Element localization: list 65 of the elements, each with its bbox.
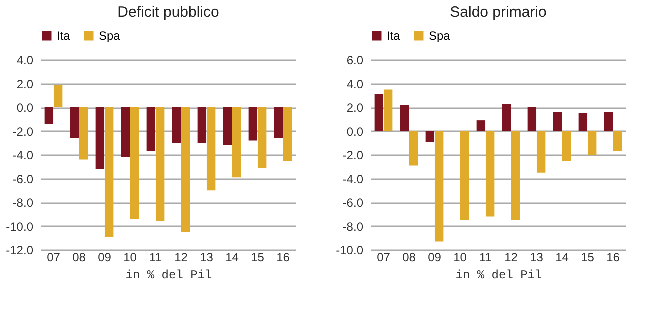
bar: [409, 131, 418, 166]
y-tick-label: -10.0: [336, 244, 364, 258]
x-tick-label: 08: [402, 250, 416, 264]
x-tick-label: 13: [530, 250, 544, 264]
legend-label: Ita: [57, 29, 71, 43]
x-tick-label: 13: [200, 250, 214, 264]
y-tick-label: -6.0: [12, 172, 34, 186]
legend-label: Spa: [99, 29, 121, 43]
bar: [486, 131, 495, 217]
x-tick-label: 10: [124, 250, 138, 264]
bar: [562, 131, 572, 161]
x-axis-title: in % del Pil: [456, 268, 542, 282]
bar: [588, 131, 597, 155]
x-tick-label: 16: [606, 250, 620, 264]
y-tick-label: 2.0: [346, 101, 364, 115]
y-tick-label: -8.0: [342, 220, 364, 234]
bar: [384, 90, 393, 132]
bar: [434, 131, 444, 242]
x-tick-label: 11: [150, 250, 162, 264]
bar: [476, 120, 486, 132]
x-tick-label: 14: [556, 250, 570, 264]
x-tick-label: 12: [174, 250, 188, 264]
y-tick-label: -2.0: [12, 124, 34, 139]
x-tick-label: 11: [480, 250, 492, 264]
legend-label: Ita: [387, 29, 401, 43]
x-tick-label: 07: [377, 250, 391, 264]
y-tick-label: -2.0: [342, 148, 364, 162]
x-tick-label: 16: [276, 250, 290, 264]
bar: [511, 131, 520, 220]
bar: [400, 105, 410, 132]
legend-label: Spa: [429, 29, 451, 43]
x-tick-label: 09: [428, 250, 442, 264]
bar: [578, 113, 588, 132]
bar: [426, 131, 435, 142]
x-tick-label: 14: [226, 250, 240, 264]
y-tick-label: -8.0: [12, 196, 34, 210]
y-tick-label: 0.0: [16, 101, 34, 115]
chart-title: Saldo primario: [450, 4, 547, 21]
bar: [374, 94, 384, 132]
y-tick-label: -4.0: [342, 172, 364, 186]
chart-title: Deficit pubblico: [118, 4, 220, 21]
bar: [502, 104, 512, 132]
bar: [613, 131, 622, 152]
x-tick-label: 12: [504, 250, 518, 264]
y-tick-label: -12.0: [6, 244, 34, 258]
x-tick-label: 15: [581, 250, 595, 264]
y-tick-label: -6.0: [342, 196, 364, 210]
y-tick-label: 0.0: [346, 124, 364, 139]
bar: [604, 112, 614, 132]
y-tick-label: 4.0: [16, 54, 34, 68]
y-tick-label: 4.0: [346, 77, 364, 92]
y-tick-label: 2.0: [16, 77, 34, 92]
x-tick-label: 07: [47, 250, 61, 264]
bar: [553, 112, 562, 132]
x-tick-label: 10: [454, 250, 468, 264]
y-tick-label: 6.0: [346, 54, 364, 68]
x-tick-label: 15: [251, 250, 265, 264]
x-axis-title: in % del Pil: [126, 268, 212, 282]
bar: [460, 131, 470, 220]
x-tick-label: 08: [72, 250, 86, 264]
bar: [528, 108, 537, 132]
bar: [536, 131, 546, 173]
y-tick-label: -10.0: [6, 220, 34, 234]
y-tick-label: -4.0: [12, 148, 34, 162]
x-tick-label: 09: [98, 250, 112, 264]
